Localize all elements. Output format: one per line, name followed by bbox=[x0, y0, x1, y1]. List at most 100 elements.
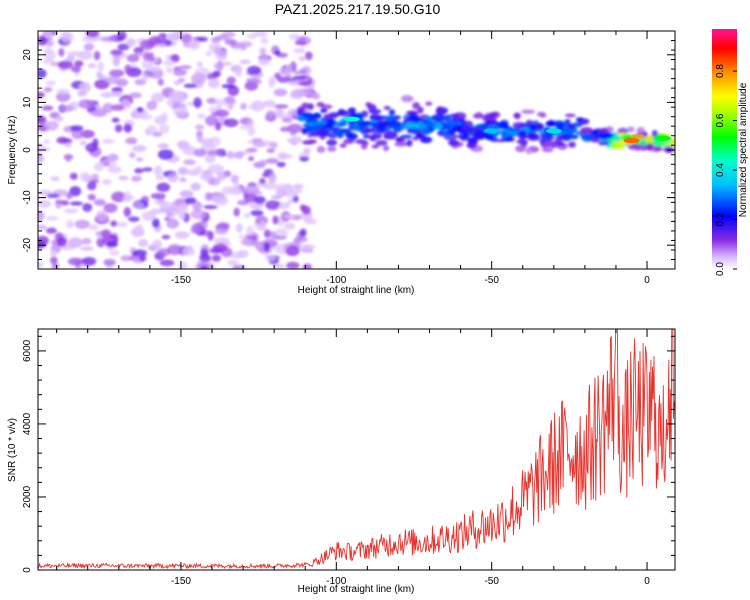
heatmap-cell bbox=[259, 221, 266, 231]
heatmap-cell bbox=[174, 199, 185, 205]
heatmap-cell bbox=[291, 135, 302, 143]
heatmap-cell bbox=[77, 90, 87, 97]
heatmap-cell bbox=[38, 68, 47, 79]
heatmap-cell bbox=[210, 111, 224, 117]
heatmap-cell bbox=[299, 204, 307, 212]
heatmap-cell bbox=[259, 47, 267, 56]
heatmap-cell bbox=[311, 92, 321, 100]
heatmap-cell bbox=[205, 50, 213, 57]
heatmap-cell bbox=[80, 246, 94, 251]
heatmap-cell bbox=[347, 107, 356, 113]
heatmap-cell bbox=[182, 247, 196, 256]
heatmap-cell bbox=[157, 149, 174, 160]
heatmap-cell bbox=[122, 196, 131, 203]
heatmap-cell bbox=[101, 179, 112, 185]
heatmap-cell bbox=[211, 254, 222, 262]
heatmap-cell bbox=[299, 156, 310, 162]
heatmap-cell bbox=[197, 113, 206, 119]
spectrogram-xtick-label: 0 bbox=[644, 275, 650, 286]
heatmap-cell bbox=[233, 207, 240, 217]
heatmap-peak bbox=[343, 116, 360, 122]
heatmap-cell bbox=[193, 148, 207, 157]
heatmap-cell bbox=[265, 254, 277, 262]
heatmap-cell bbox=[127, 216, 140, 222]
heatmap-cell bbox=[56, 88, 70, 95]
heatmap-cell bbox=[233, 151, 244, 159]
heatmap-cell bbox=[87, 193, 96, 201]
heatmap-cell bbox=[188, 39, 201, 50]
heatmap-cell bbox=[106, 153, 119, 162]
heatmap-cell bbox=[541, 135, 550, 140]
heatmap-cell bbox=[146, 100, 158, 111]
heatmap-cell bbox=[199, 254, 212, 263]
heatmap-cell bbox=[246, 226, 254, 237]
heatmap-cell bbox=[485, 119, 492, 127]
heatmap-cell bbox=[81, 238, 92, 245]
heatmap-cell bbox=[447, 139, 460, 147]
heatmap-cell bbox=[286, 261, 300, 269]
heatmap-cell bbox=[265, 109, 275, 120]
heatmap-cell bbox=[85, 142, 98, 153]
heatmap-cell bbox=[631, 134, 638, 139]
snr-xtick-label: -100 bbox=[326, 576, 346, 587]
heatmap-cell bbox=[142, 167, 153, 172]
heatmap-cell bbox=[304, 51, 313, 61]
heatmap-cell bbox=[226, 150, 235, 159]
heatmap-cell bbox=[221, 186, 236, 195]
heatmap-cell bbox=[178, 65, 192, 70]
heatmap-cell bbox=[355, 139, 367, 145]
heatmap-cell bbox=[243, 184, 260, 195]
spectrogram-xtick-label: -150 bbox=[171, 275, 191, 286]
heatmap-cell bbox=[419, 123, 428, 131]
heatmap-cell bbox=[134, 167, 144, 174]
heatmap-cell bbox=[230, 174, 239, 184]
heatmap-cell bbox=[435, 123, 443, 130]
heatmap-cell bbox=[103, 203, 118, 213]
heatmap-cell bbox=[142, 51, 150, 62]
heatmap-cell bbox=[268, 172, 277, 184]
heatmap-cell bbox=[274, 72, 282, 80]
heatmap-cell bbox=[617, 127, 629, 135]
heatmap-cell bbox=[50, 256, 58, 265]
heatmap-cell bbox=[67, 237, 83, 248]
heatmap-cell bbox=[216, 98, 223, 110]
heatmap-cell bbox=[136, 107, 144, 113]
snr-axes: -150 -100 -50 0 0 2000 4000 6000 bbox=[22, 329, 675, 587]
heatmap-cell bbox=[38, 210, 45, 222]
heatmap-cell bbox=[66, 50, 82, 56]
heatmap-cell bbox=[69, 201, 83, 206]
spectrogram-xtick-label: -100 bbox=[326, 275, 346, 286]
heatmap-cell bbox=[258, 178, 266, 185]
colorbar bbox=[712, 29, 737, 269]
heatmap-cell bbox=[320, 108, 328, 113]
heatmap-cell bbox=[273, 104, 289, 109]
heatmap-cell bbox=[246, 65, 262, 75]
heatmap-cell bbox=[283, 214, 298, 219]
heatmap-cell bbox=[192, 201, 203, 212]
heatmap-cell bbox=[327, 145, 337, 152]
heatmap-cell bbox=[284, 222, 296, 230]
spectrogram-ytick-label: 10 bbox=[22, 96, 33, 108]
heatmap-cell bbox=[294, 40, 306, 46]
heatmap-cell bbox=[516, 139, 529, 144]
heatmap-cell bbox=[261, 173, 270, 178]
heatmap-cell bbox=[70, 65, 82, 73]
heatmap-cell bbox=[361, 120, 372, 126]
heatmap-cell bbox=[271, 195, 283, 200]
heatmap-cell bbox=[93, 199, 106, 206]
heatmap-cell bbox=[85, 31, 100, 38]
heatmap-cell bbox=[166, 98, 175, 107]
heatmap-cell bbox=[297, 80, 312, 86]
heatmap-cell bbox=[274, 228, 288, 238]
colorbar-tick-label: 0.6 bbox=[715, 113, 726, 127]
heatmap-cell bbox=[296, 115, 306, 122]
heatmap-cell bbox=[138, 114, 153, 120]
heatmap-cell bbox=[637, 133, 644, 141]
heatmap-cell bbox=[111, 87, 124, 92]
heatmap-cell bbox=[360, 143, 368, 150]
heatmap-cell bbox=[157, 143, 170, 149]
heatmap-cell bbox=[166, 32, 183, 39]
heatmap-cell bbox=[307, 84, 315, 90]
heatmap-cell bbox=[64, 208, 79, 214]
heatmap-cell bbox=[65, 220, 75, 229]
